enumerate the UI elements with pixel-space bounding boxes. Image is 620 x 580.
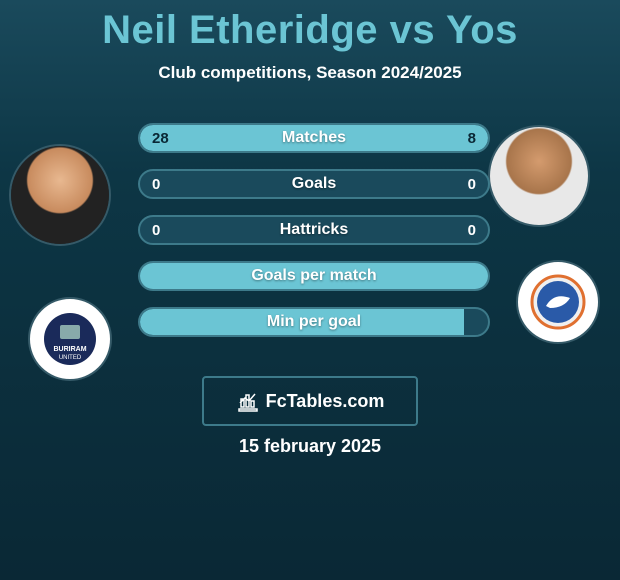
stat-row-goals: 0 Goals 0: [138, 169, 490, 199]
stat-label: Goals: [140, 175, 488, 193]
svg-text:BURIRAM: BURIRAM: [53, 346, 86, 353]
player1-club-logo: BURIRAM UNITED: [28, 297, 112, 381]
stat-label: Matches: [140, 129, 488, 147]
player1-face-placeholder: [11, 146, 109, 244]
stat-row-goals-per-match: Goals per match: [138, 261, 490, 291]
chart-icon: [236, 389, 260, 413]
stat-label: Hattricks: [140, 221, 488, 239]
stat-label: Min per goal: [140, 313, 488, 331]
club-badge-icon: [530, 274, 586, 330]
comparison-subtitle: Club competitions, Season 2024/2025: [0, 63, 620, 83]
stats-bars-container: 28 Matches 8 0 Goals 0 0 Hattricks 0 Goa…: [138, 123, 490, 353]
comparison-date: 15 february 2025: [0, 436, 620, 457]
stat-value-right: 0: [468, 176, 476, 193]
stat-row-hattricks: 0 Hattricks 0: [138, 215, 490, 245]
player2-face-placeholder: [490, 127, 588, 225]
stat-label: Goals per match: [140, 267, 488, 285]
player2-club-logo: [516, 260, 600, 344]
stat-value-right: 8: [468, 130, 476, 147]
stat-row-matches: 28 Matches 8: [138, 123, 490, 153]
comparison-title: Neil Etheridge vs Yos: [0, 0, 620, 53]
player1-avatar: [9, 144, 111, 246]
brand-watermark: FcTables.com: [202, 376, 418, 426]
stat-value-right: 0: [468, 222, 476, 239]
brand-text: FcTables.com: [266, 391, 385, 412]
player2-avatar: [488, 125, 590, 227]
svg-text:UNITED: UNITED: [59, 355, 82, 361]
club-badge-icon: BURIRAM UNITED: [42, 311, 98, 367]
stat-row-min-per-goal: Min per goal: [138, 307, 490, 337]
